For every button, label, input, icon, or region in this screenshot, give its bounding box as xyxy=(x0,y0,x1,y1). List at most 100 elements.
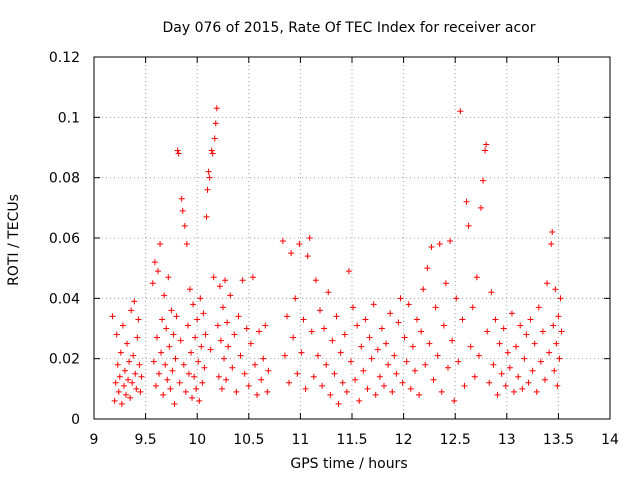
x-tick-label: 9.5 xyxy=(134,432,156,448)
data-point xyxy=(440,322,447,329)
data-point xyxy=(321,325,328,332)
y-tick-label: 0.02 xyxy=(49,352,80,368)
data-point xyxy=(490,361,497,368)
data-point xyxy=(216,283,223,290)
data-point xyxy=(229,364,236,371)
data-point xyxy=(418,328,425,335)
data-point xyxy=(469,304,476,311)
data-point xyxy=(368,355,375,362)
data-point xyxy=(151,259,158,266)
data-point xyxy=(434,352,441,359)
data-point xyxy=(401,334,408,341)
data-point xyxy=(203,213,210,220)
data-point xyxy=(167,385,174,392)
data-point xyxy=(182,388,189,395)
data-point xyxy=(438,388,445,395)
data-point xyxy=(109,313,116,320)
data-point xyxy=(395,319,402,326)
data-point xyxy=(254,391,261,398)
data-point xyxy=(183,241,190,248)
data-point xyxy=(158,349,165,356)
data-point xyxy=(173,313,180,320)
data-point xyxy=(362,316,369,323)
data-point xyxy=(193,385,200,392)
data-point xyxy=(306,235,313,241)
data-point xyxy=(549,228,556,235)
data-point xyxy=(164,376,171,383)
data-point xyxy=(224,319,231,326)
data-point xyxy=(163,325,170,332)
data-point xyxy=(264,388,271,395)
data-point xyxy=(343,388,350,395)
data-point xyxy=(405,301,412,308)
data-point xyxy=(502,382,509,389)
data-point xyxy=(131,298,138,305)
data-point xyxy=(465,222,472,229)
data-point xyxy=(475,352,482,359)
data-point xyxy=(426,340,433,347)
x-tick-label: 11.5 xyxy=(336,432,367,448)
data-point xyxy=(121,367,128,374)
y-axis-label: ROTI / TECUs xyxy=(6,194,22,286)
data-point xyxy=(360,367,367,374)
data-point xyxy=(243,325,250,332)
data-point xyxy=(181,222,188,229)
data-point xyxy=(189,394,196,401)
data-point xyxy=(225,343,232,350)
data-point xyxy=(116,373,123,380)
data-point xyxy=(364,385,371,392)
y-tick-label: 0.1 xyxy=(58,110,80,126)
data-point xyxy=(352,376,359,383)
data-point xyxy=(323,361,330,368)
data-point xyxy=(515,373,522,380)
data-point xyxy=(153,334,160,341)
data-point xyxy=(345,268,352,275)
data-point xyxy=(508,310,515,317)
data-point xyxy=(317,307,324,314)
data-point xyxy=(206,174,213,181)
data-point xyxy=(378,325,385,332)
data-point xyxy=(249,274,256,281)
data-point xyxy=(169,367,176,374)
data-point xyxy=(442,280,449,287)
data-point xyxy=(260,355,267,362)
data-point xyxy=(172,355,179,362)
data-point xyxy=(186,286,193,293)
data-point xyxy=(168,307,175,314)
data-point xyxy=(411,367,418,374)
grid-lines xyxy=(94,57,610,419)
data-point xyxy=(286,379,293,386)
data-points xyxy=(109,105,565,407)
data-point xyxy=(331,370,338,377)
data-point xyxy=(341,331,348,338)
data-point xyxy=(374,346,381,353)
data-point xyxy=(546,349,553,356)
data-point xyxy=(209,150,216,157)
data-point xyxy=(312,277,319,284)
data-point xyxy=(159,316,166,323)
data-point xyxy=(498,370,505,377)
data-point xyxy=(335,400,342,407)
data-point xyxy=(314,352,321,359)
data-point xyxy=(162,361,169,368)
y-tick-label: 0.04 xyxy=(49,291,80,307)
data-point xyxy=(552,286,559,293)
data-point xyxy=(541,376,548,383)
data-point xyxy=(290,334,297,341)
data-point xyxy=(513,343,520,350)
data-point xyxy=(179,207,186,214)
data-point xyxy=(557,295,564,302)
data-point xyxy=(533,388,540,395)
data-point xyxy=(451,397,458,404)
data-point xyxy=(160,391,167,398)
data-point xyxy=(174,147,181,154)
x-tick-label: 13.5 xyxy=(543,432,574,448)
data-point xyxy=(239,277,246,284)
data-point xyxy=(166,343,173,350)
y-tick-label: 0.06 xyxy=(49,231,80,247)
data-point xyxy=(539,328,546,335)
data-point xyxy=(198,343,205,350)
data-point xyxy=(298,349,305,356)
data-point xyxy=(385,361,392,368)
data-point xyxy=(492,316,499,323)
